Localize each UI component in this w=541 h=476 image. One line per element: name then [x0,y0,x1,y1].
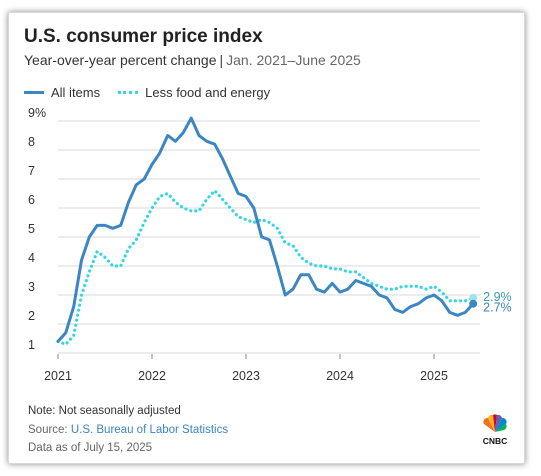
footnote: Note: Not seasonally adjusted [28,405,181,417]
y-tick-label: 9% [28,106,46,120]
end-labels: 2.9%2.7% [469,290,512,315]
legend-item-core: Less food and energy [118,85,270,100]
legend-swatch-all-items [24,91,44,94]
x-tick-label: 2023 [232,369,260,383]
end-label-core: 2.9% [483,290,512,304]
source-link[interactable]: U.S. Bureau of Labor Statistics [70,424,229,436]
y-tick-label: 1 [28,338,35,352]
chart-subtitle: Year-over-year percent change | Jan. 2021–… [24,52,361,68]
series-line-all-items [56,116,475,343]
subtitle-measure: Year-over-year percent change [24,52,217,68]
x-tick-label: 2024 [326,369,354,383]
chart-legend: All items Less food and energy [24,85,288,100]
x-axis-ticks: 2021 2022 2023 2024 2025 [44,354,448,383]
y-tick-label: 8 [28,135,35,149]
subtitle-date-range: Jan. 2021–June 2025 [226,52,361,68]
logo-wordmark: CNBC [483,436,508,446]
x-tick-label: 2022 [138,369,166,383]
gridlines [58,120,480,354]
y-axis-ticks: 1 2 3 4 5 6 7 8 9% [28,106,46,352]
y-tick-label: 4 [28,251,35,265]
end-point-core [469,293,478,302]
source-line: Source: U.S. Bureau of Labor Statistics [28,424,228,436]
cnbc-peacock-logo: CNBC [483,414,508,446]
x-tick-label: 2021 [44,369,72,383]
legend-swatch-core [118,91,139,94]
y-tick-label: 5 [28,222,35,236]
y-tick-label: 6 [28,193,35,207]
y-tick-label: 7 [28,164,35,178]
end-label-all-items: 2.7% [483,301,512,315]
legend-label-all-items: All items [51,85,101,100]
source-prefix: Source: [28,424,71,436]
legend-item-all-items: All items [24,85,100,100]
end-point-all [469,299,478,308]
series-lines [56,116,475,346]
legend-label-core: Less food and energy [145,85,271,100]
data-as-of: Data as of July 15, 2025 [28,442,153,454]
subtitle-separator: | [219,52,224,68]
x-tick-label: 2025 [420,369,448,383]
chart-title: U.S. consumer price index [24,26,263,47]
series-line-core [56,189,475,346]
y-tick-label: 3 [28,280,35,294]
y-tick-label: 2 [28,309,35,323]
